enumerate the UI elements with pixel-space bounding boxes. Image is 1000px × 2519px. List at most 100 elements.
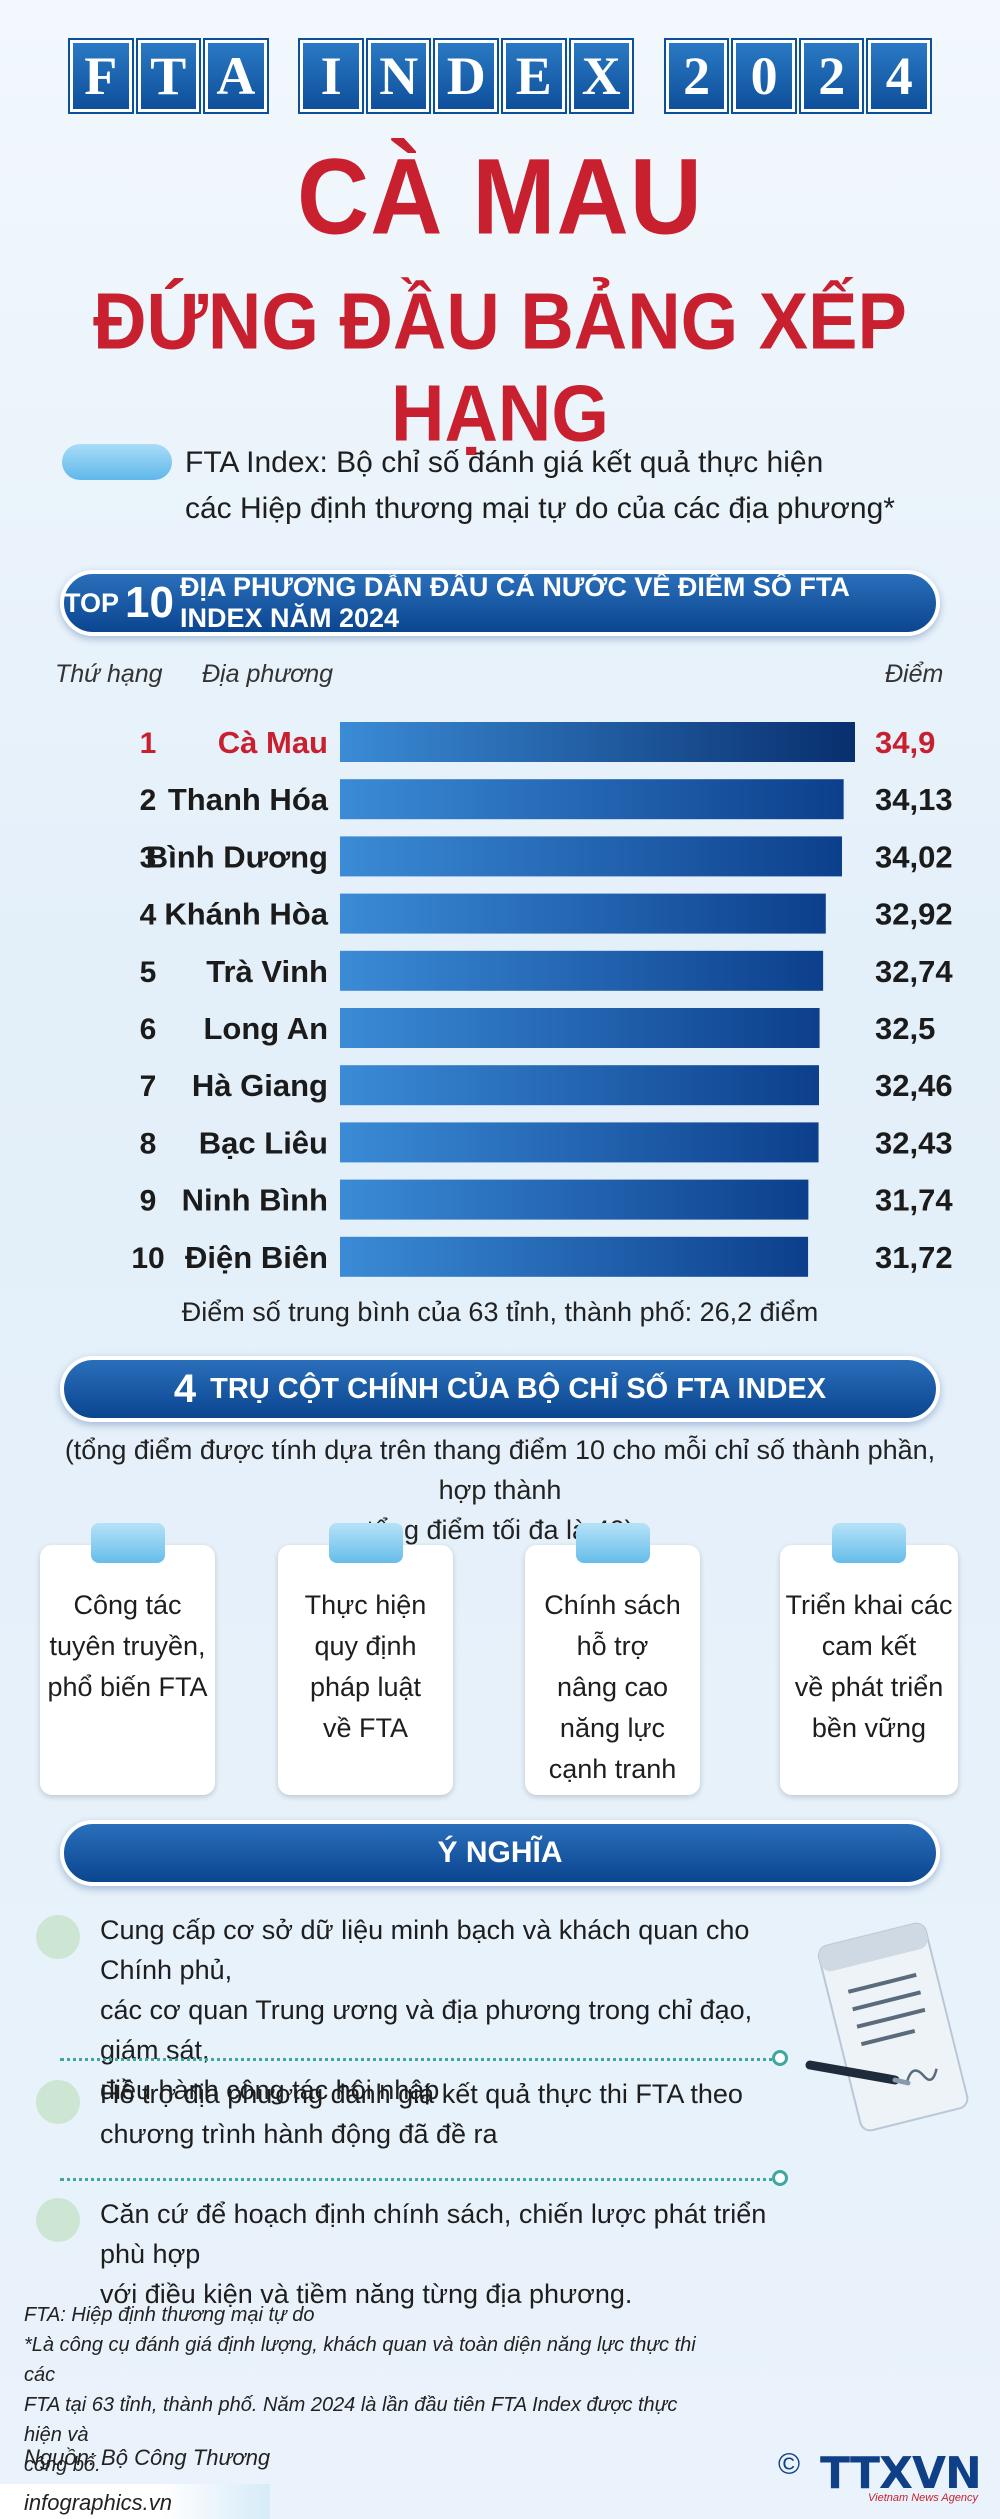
pillar-line: cạnh tranh bbox=[548, 1754, 677, 1784]
footnote-line: FTA: Hiệp định thương mại tự do bbox=[24, 2304, 315, 2326]
top10-number: 10 bbox=[125, 578, 174, 627]
pillar-line: phổ biến FTA bbox=[47, 1672, 208, 1702]
score-label: 32,92 bbox=[875, 897, 953, 932]
meaning-line: với điều kiện và tiềm năng từng địa phươ… bbox=[100, 2279, 633, 2309]
title-letter: 2 bbox=[665, 40, 728, 112]
headline-subtitle: ĐỨNG ĐẦU BẢNG XẾP HẠNG bbox=[93, 276, 907, 458]
rank-label: 3 bbox=[140, 841, 157, 874]
score-label: 34,9 bbox=[875, 725, 935, 760]
pillar-card-text: Triển khai các cam kết về phát triển bền… bbox=[785, 1585, 952, 1795]
score-bar bbox=[340, 893, 826, 934]
score-bar bbox=[340, 1122, 819, 1163]
pillars-title: TRỤ CỘT CHÍNH CỦA BỘ CHỈ SỐ FTA INDEX bbox=[210, 1372, 827, 1405]
score-label: 32,46 bbox=[875, 1068, 953, 1103]
locality-label: Bình Dương bbox=[146, 839, 328, 874]
locality-label: Khánh Hòa bbox=[164, 897, 328, 932]
top10-suffix: ĐỊA PHƯƠNG DẪN ĐẦU CẢ NƯỚC VỀ ĐIỂM SỐ FT… bbox=[179, 572, 849, 633]
pillar-line: quy định bbox=[314, 1631, 417, 1661]
title-letter: F bbox=[70, 40, 132, 112]
pillar-card-1: Công tác tuyên truyền, phổ biến FTA bbox=[40, 1523, 215, 1795]
score-bar bbox=[340, 1008, 820, 1048]
title-gap bbox=[273, 40, 295, 116]
rank-label: 10 bbox=[131, 1242, 164, 1275]
source-credit: Nguồn: Bộ Công Thương bbox=[24, 2445, 271, 2470]
pillars-banner: 4 TRỤ CỘT CHÍNH CỦA BỘ CHỈ SỐ FTA INDEX bbox=[60, 1356, 940, 1422]
pillars-note-line: (tổng điểm được tính dựa trên thang điểm… bbox=[64, 1435, 936, 1505]
locality-label: Hà Giang bbox=[192, 1068, 328, 1103]
pillars-note-line: tổng điểm tối đa là 40) bbox=[366, 1515, 634, 1545]
locality-label: Long An bbox=[203, 1011, 328, 1046]
locality-label: Thanh Hóa bbox=[168, 782, 329, 817]
title-letter: A bbox=[205, 40, 267, 112]
meaning-divider bbox=[60, 2178, 780, 2181]
definition-line: FTA Index: Bộ chỉ số đánh giá kết quả th… bbox=[185, 446, 824, 479]
score-label: 31,72 bbox=[875, 1240, 953, 1275]
title-gap bbox=[638, 40, 660, 116]
pillar-card-text: Thực hiện quy định pháp luật về FTA bbox=[305, 1585, 427, 1795]
score-label: 32,74 bbox=[875, 954, 953, 989]
pillar-line: về phát triển bbox=[794, 1672, 944, 1702]
meaning-divider bbox=[60, 2058, 780, 2061]
pillar-line: Công tác bbox=[73, 1590, 182, 1620]
copyright-icon: © bbox=[778, 2448, 801, 2481]
pillar-card-text: Công tác tuyên truyền, phổ biến FTA bbox=[47, 1585, 207, 1795]
headline-province: CÀ MAU bbox=[297, 136, 703, 258]
meaning-bullet bbox=[36, 1915, 80, 1959]
score-label: 32,43 bbox=[875, 1125, 953, 1160]
ttxvn-logo: TTXVN bbox=[820, 2448, 982, 2499]
locality-label: Cà Mau bbox=[218, 725, 328, 760]
site-link[interactable]: infographics.vn bbox=[24, 2490, 172, 2515]
title-letter: T bbox=[137, 40, 200, 112]
pillar-line: hỗ trợ bbox=[576, 1631, 649, 1661]
rank-label: 6 bbox=[140, 1013, 157, 1046]
meaning-bullet bbox=[36, 2080, 80, 2124]
score-label: 34,02 bbox=[875, 839, 953, 874]
score-bar bbox=[340, 836, 843, 877]
title-letter: 4 bbox=[868, 40, 930, 112]
footnote-line: công bố. bbox=[24, 2454, 101, 2476]
footnote-line: *Là công cụ đánh giá định lượng, khách q… bbox=[24, 2334, 696, 2386]
pillar-line: cam kết bbox=[821, 1631, 917, 1661]
pillar-card-tab bbox=[832, 1523, 906, 1563]
title-letter: I bbox=[300, 40, 362, 112]
meaning-item-2: Hỗ trợ địa phương đánh giá kết quả thực … bbox=[100, 2074, 800, 2154]
locality-label: Trà Vinh bbox=[206, 954, 328, 989]
footnote-line: FTA tại 63 tỉnh, thành phố. Năm 2024 là … bbox=[24, 2394, 678, 2446]
rank-label: 7 bbox=[140, 1070, 157, 1103]
divider-end-dot bbox=[772, 2170, 788, 2186]
score-bar bbox=[340, 1179, 809, 1220]
column-header-locality: Địa phương bbox=[202, 660, 334, 688]
pillars-note: (tổng điểm được tính dựa trên thang điểm… bbox=[40, 1430, 960, 1550]
pillar-line: về FTA bbox=[322, 1713, 408, 1743]
rank-label: 2 bbox=[140, 784, 157, 817]
pillar-line: Triển khai các bbox=[785, 1590, 953, 1620]
meaning-line: Cung cấp cơ sở dữ liệu minh bạch và khác… bbox=[100, 1915, 750, 1985]
top10-banner: TOP 10 ĐỊA PHƯƠNG DẪN ĐẦU CẢ NƯỚC VỀ ĐIỂ… bbox=[60, 570, 940, 636]
title-letter: 0 bbox=[733, 40, 795, 112]
divider-end-dot bbox=[772, 2050, 788, 2066]
meaning-banner: Ý NGHĨA bbox=[60, 1820, 940, 1886]
pillar-card-2: Thực hiện quy định pháp luật về FTA bbox=[278, 1523, 453, 1795]
pillars-number: 4 bbox=[173, 1366, 197, 1411]
footnote: FTA: Hiệp định thương mại tự do *Là công… bbox=[24, 2300, 704, 2480]
score-label: 31,74 bbox=[875, 1183, 953, 1218]
pillar-line: năng lực bbox=[559, 1713, 666, 1743]
title-letter: 2 bbox=[800, 40, 863, 112]
meaning-line: chương trình hành động đã đề ra bbox=[100, 2119, 498, 2149]
rank-label: 9 bbox=[140, 1185, 157, 1218]
document-pen-icon bbox=[805, 1922, 969, 2132]
title-letter: E bbox=[503, 40, 565, 112]
pillar-line: Thực hiện bbox=[304, 1590, 427, 1620]
site-bar-decoration bbox=[0, 2484, 270, 2519]
title-letter: X bbox=[570, 40, 633, 112]
meaning-line: điều hành công tác hội nhập bbox=[100, 2075, 440, 2105]
pillar-line: bền vững bbox=[811, 1713, 927, 1743]
definition-line: các Hiệp định thương mại tự do của các đ… bbox=[185, 492, 895, 525]
pillar-card-3: Chính sách hỗ trợ nâng cao năng lực cạnh… bbox=[525, 1523, 700, 1795]
meaning-item-3: Căn cứ để hoạch định chính sách, chiến l… bbox=[100, 2194, 800, 2314]
score-bar bbox=[340, 779, 844, 820]
pillar-card-tab bbox=[328, 1523, 403, 1563]
score-label: 34,13 bbox=[875, 782, 953, 817]
